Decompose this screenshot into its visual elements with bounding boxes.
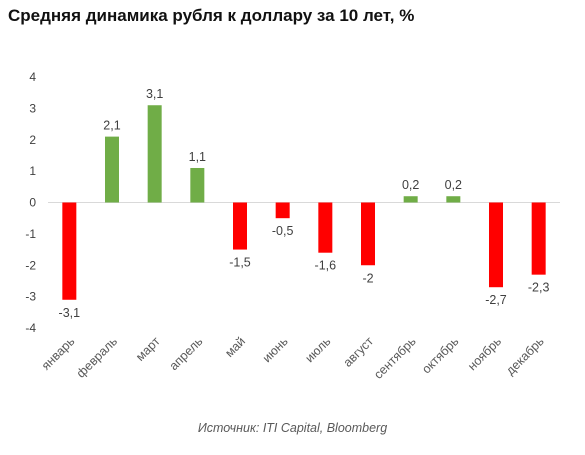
bar-8 [361, 202, 375, 266]
x-tick-label-5: май [222, 334, 248, 360]
y-tick-label: -2 [25, 258, 36, 272]
bar-5 [233, 202, 247, 250]
data-label-11: -2,7 [485, 293, 507, 307]
data-label-2: 2,1 [103, 119, 120, 133]
bar-7 [318, 202, 333, 253]
bar-series [62, 105, 546, 300]
y-axis: 4 3 2 1 0 -1 -2 -3 -4 [25, 70, 36, 335]
data-label-9: 0,2 [402, 178, 419, 192]
x-tick-label-2: февраль [74, 334, 120, 380]
chart-source: Источник: ITI Capital, Bloomberg [197, 421, 388, 435]
data-labels: -3,1 2,1 3,1 1,1 -1,5 -0,5 -1,6 -2 0,2 0,2 -2,7 -2,… [59, 87, 550, 320]
x-tick-label-6: июнь [260, 334, 291, 365]
bar-4 [190, 167, 205, 203]
x-tick-label-1: январь [39, 334, 78, 373]
y-tick-label: 0 [29, 196, 36, 210]
data-label-12: -2,3 [528, 281, 550, 295]
y-tick-label: 1 [29, 164, 36, 178]
bar-9 [403, 196, 418, 203]
bar-2 [105, 136, 119, 203]
y-tick-label: 2 [29, 133, 36, 147]
y-tick-label: -1 [25, 227, 36, 241]
bar-6 [275, 202, 290, 219]
bar-11 [489, 202, 503, 288]
data-label-4: 1,1 [189, 150, 206, 164]
data-label-5: -1,5 [229, 256, 251, 270]
data-label-1: -3,1 [59, 306, 81, 320]
bar-12 [531, 202, 546, 275]
x-tick-label-11: ноябрь [465, 334, 504, 373]
data-label-6: -0,5 [272, 224, 294, 238]
y-tick-label: 3 [29, 101, 36, 115]
data-label-8: -2 [362, 271, 373, 285]
x-tick-label-3: март [133, 334, 163, 364]
bar-3 [147, 105, 162, 203]
bar-10 [446, 196, 461, 203]
bar-1 [62, 202, 77, 300]
x-tick-label-4: апрель [167, 334, 206, 373]
x-tick-label-8: август [341, 334, 377, 370]
x-tick-label-9: сентябрь [371, 334, 419, 382]
y-tick-label: 4 [29, 70, 36, 84]
data-label-7: -1,6 [315, 259, 337, 273]
x-tick-label-12: декабрь [503, 334, 547, 378]
y-tick-label: -3 [25, 290, 36, 304]
chart-title: Средняя динамика рубля к доллару за 10 л… [8, 6, 415, 25]
x-tick-label-10: октябрь [419, 334, 461, 376]
data-label-10: 0,2 [445, 178, 462, 192]
x-tick-label-7: июль [302, 334, 333, 365]
y-tick-label: -4 [25, 321, 36, 335]
data-label-3: 3,1 [146, 87, 163, 101]
